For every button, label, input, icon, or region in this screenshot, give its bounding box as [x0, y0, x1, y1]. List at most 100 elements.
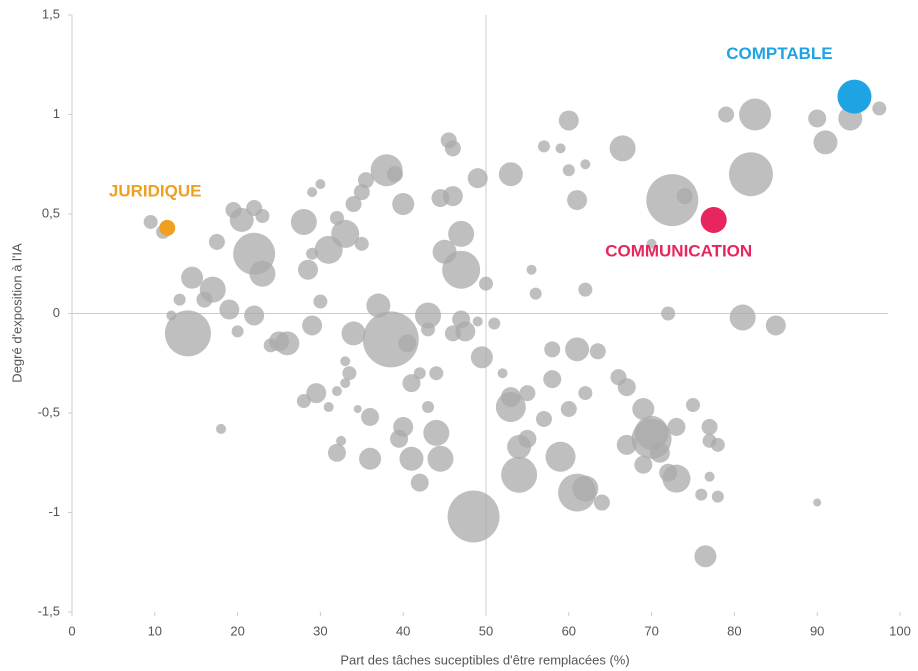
- x-tick-label: 100: [889, 623, 911, 638]
- bubble: [710, 437, 725, 452]
- x-tick-label: 50: [479, 623, 493, 638]
- bubble: [313, 294, 328, 309]
- y-tick-label: 1: [53, 106, 60, 121]
- bubble: [340, 356, 351, 367]
- bubble: [269, 331, 289, 352]
- bubble: [429, 366, 444, 381]
- bubble: [331, 386, 342, 397]
- bubble: [231, 325, 244, 338]
- bubble: [399, 446, 424, 471]
- x-tick-label: 90: [810, 623, 824, 638]
- bubble: [526, 264, 537, 275]
- highlight-bubble: [700, 206, 727, 233]
- bubble: [398, 334, 417, 353]
- bubble: [872, 101, 887, 116]
- x-tick-label: 10: [148, 623, 162, 638]
- bubble: [331, 219, 360, 248]
- bubble: [173, 293, 186, 306]
- bubble: [488, 317, 501, 330]
- y-tick-label: -1: [48, 504, 60, 519]
- y-tick-label: 0,5: [42, 205, 60, 220]
- bubble: [646, 174, 699, 227]
- bubble: [327, 443, 346, 462]
- x-tick-label: 40: [396, 623, 410, 638]
- bubble: [739, 98, 772, 131]
- bubble: [676, 188, 693, 205]
- bubble: [498, 162, 523, 187]
- bubble: [255, 208, 270, 223]
- bubble: [307, 187, 318, 198]
- bubble: [392, 193, 415, 216]
- bubble: [609, 135, 636, 162]
- bubble: [386, 166, 403, 183]
- highlight-label: COMPTABLE: [726, 44, 832, 63]
- bubble: [345, 196, 362, 213]
- bubble: [686, 398, 700, 413]
- bubble: [560, 401, 577, 418]
- bubble: [244, 305, 265, 326]
- bubble: [362, 311, 419, 368]
- bubble: [646, 238, 657, 249]
- bubble: [519, 385, 536, 402]
- bubble: [357, 172, 374, 189]
- bubble: [359, 447, 382, 470]
- x-tick-label: 60: [562, 623, 576, 638]
- bubble: [336, 435, 347, 446]
- bubble: [442, 186, 463, 207]
- bubble: [354, 236, 369, 251]
- bubble: [402, 374, 421, 393]
- bubble: [497, 368, 508, 379]
- highlight-label: JURIDIQUE: [109, 181, 202, 200]
- bubble: [634, 455, 653, 474]
- bubble: [442, 250, 481, 289]
- bubble: [413, 367, 426, 380]
- bubble: [718, 106, 735, 123]
- bubble: [813, 498, 822, 507]
- bubble: [728, 152, 773, 197]
- bubble: [181, 266, 204, 289]
- bubble: [694, 545, 717, 568]
- bubble: [616, 434, 637, 455]
- bubble: [562, 164, 575, 177]
- bubble: [567, 190, 588, 211]
- bubble: [593, 494, 610, 511]
- bubble: [415, 302, 442, 329]
- highlight-label: COMMUNICATION: [605, 241, 752, 260]
- bubble: [164, 310, 211, 357]
- bubble: [423, 419, 450, 446]
- bubble: [366, 293, 391, 318]
- bubble: [302, 315, 323, 336]
- bubble: [695, 488, 708, 501]
- bubble: [578, 282, 593, 297]
- bubble: [455, 321, 476, 342]
- bubble: [537, 140, 550, 153]
- x-axis-title: Part des tâches suceptibles d'être rempl…: [340, 652, 629, 667]
- bubble: [711, 490, 724, 503]
- bubble: [470, 346, 493, 369]
- x-tick-label: 80: [727, 623, 741, 638]
- bubble: [565, 337, 590, 362]
- y-tick-label: -0,5: [38, 404, 60, 419]
- bubble: [813, 130, 838, 155]
- bubble: [421, 322, 436, 337]
- x-tick-label: 20: [230, 623, 244, 638]
- bubble: [448, 220, 475, 247]
- x-tick-label: 0: [68, 623, 75, 638]
- bubble: [323, 402, 334, 413]
- bubble: [422, 401, 435, 414]
- bubble: [578, 386, 593, 401]
- bubble: [341, 321, 366, 346]
- bubble: [555, 143, 566, 154]
- bubble: [229, 207, 254, 232]
- bubble: [143, 214, 158, 229]
- bubble: [543, 370, 562, 389]
- bubble: [529, 287, 542, 300]
- bubble: [729, 304, 756, 331]
- bubble: [649, 442, 670, 463]
- bubble: [353, 405, 362, 414]
- bubble: [390, 429, 409, 448]
- y-axis-title: Degré d'exposition à l'IA: [9, 243, 24, 383]
- bubble: [199, 276, 226, 303]
- bubble: [580, 159, 591, 170]
